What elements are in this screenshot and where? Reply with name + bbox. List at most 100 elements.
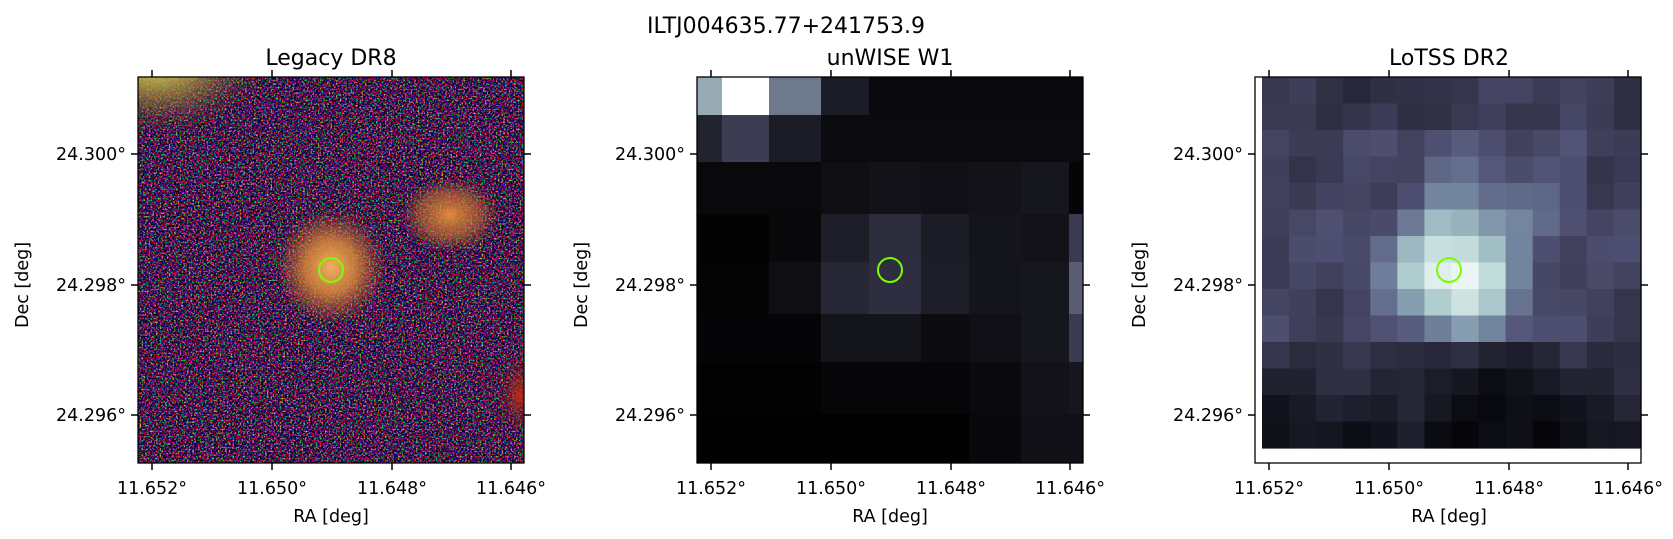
radio-map-pixel <box>1289 183 1317 211</box>
radio-map-pixel <box>1424 395 1453 423</box>
radio-map-pixel <box>1613 368 1642 396</box>
radio-map-pixel <box>1559 315 1588 343</box>
radio-map-pixel <box>1370 156 1398 184</box>
radio-map-pixel <box>1262 103 1290 131</box>
radio-map-pixel <box>1451 156 1480 184</box>
radio-map-pixel <box>1397 368 1426 396</box>
radio-map-pixel <box>1316 236 1344 264</box>
radio-map-pixel <box>1262 262 1290 290</box>
radio-map-pixel <box>1613 183 1642 211</box>
axes-frame <box>137 76 525 464</box>
radio-map-pixel <box>1451 209 1480 237</box>
radio-map-pixel <box>1451 421 1480 449</box>
radio-map-pixel <box>1397 236 1426 264</box>
y-tick-label: 24.300° <box>56 145 126 165</box>
radio-map-pixel <box>1478 156 1507 184</box>
radio-map-pixel <box>1505 315 1534 343</box>
axes-frame <box>696 76 1084 464</box>
x-tick-label: 11.652° <box>676 479 746 499</box>
y-tick-label: 24.300° <box>1173 145 1243 165</box>
radio-map-pixel <box>1505 421 1534 449</box>
cutout-image <box>1255 77 1642 463</box>
radio-map-pixel <box>1397 421 1426 449</box>
radio-map-pixel <box>1397 342 1426 370</box>
radio-map-pixel <box>1586 183 1615 211</box>
panel-unwise-w1: unWISE W1 <box>572 46 1105 527</box>
radio-map-pixel <box>1262 342 1290 370</box>
radio-map-pixel <box>1262 368 1290 396</box>
radio-map-pixel <box>1451 77 1480 105</box>
radio-map-pixel <box>1424 156 1453 184</box>
radio-map-pixel <box>1505 103 1534 131</box>
radio-map-pixel <box>1478 103 1507 131</box>
radio-map-pixel <box>1559 77 1588 105</box>
right-edge-source-blob <box>498 355 524 435</box>
radio-map-pixel <box>1397 262 1426 290</box>
y-axis-label: Dec [deg] <box>1130 242 1150 328</box>
radio-map-pixel <box>1532 262 1561 290</box>
radio-map-pixel <box>1532 103 1561 131</box>
radio-map-pixel <box>1370 262 1398 290</box>
radio-map-pixel <box>1478 342 1507 370</box>
target-marker <box>1436 257 1462 283</box>
radio-map-pixel <box>1262 315 1290 343</box>
radio-map-pixel <box>1559 368 1588 396</box>
radio-map-pixel <box>1316 395 1344 423</box>
radio-map-pixel <box>1343 342 1371 370</box>
radio-map-pixel <box>1262 289 1290 317</box>
radio-map-pixel <box>1370 209 1398 237</box>
companion-galaxy-blob <box>400 177 500 253</box>
radio-map-pixel <box>1532 421 1561 449</box>
radio-map-pixel <box>1532 77 1561 105</box>
radio-map-pixel <box>1559 183 1588 211</box>
radio-map-pixel <box>1613 236 1642 264</box>
radio-map-pixel <box>1532 130 1561 158</box>
radio-map-pixel <box>1559 209 1588 237</box>
y-tick-label: 24.300° <box>615 145 685 165</box>
radio-map-pixel <box>1289 130 1317 158</box>
radio-map-pixel <box>1586 236 1615 264</box>
radio-map-pixel <box>1505 395 1534 423</box>
radio-map-pixel <box>1613 342 1642 370</box>
radio-map-pixel <box>1505 156 1534 184</box>
radio-map-pixel <box>1370 395 1398 423</box>
radio-map-pixel <box>1316 156 1344 184</box>
radio-map-pixel <box>1532 289 1561 317</box>
x-tick-label: 11.648° <box>916 479 986 499</box>
radio-map-pixel <box>1586 315 1615 343</box>
radio-map-pixel <box>1343 130 1371 158</box>
radio-map-pixel <box>1397 156 1426 184</box>
radio-map-pixel <box>1343 103 1371 131</box>
radio-map-pixel <box>1613 289 1642 317</box>
radio-map-pixel <box>1316 421 1344 449</box>
radio-map-pixel <box>1343 315 1371 343</box>
radio-map-pixel <box>1289 368 1317 396</box>
radio-map-pixel <box>1397 130 1426 158</box>
radio-map-pixel <box>1532 368 1561 396</box>
radio-map-pixel <box>1424 209 1453 237</box>
radio-map-pixel <box>1559 289 1588 317</box>
radio-map-pixel <box>1370 368 1398 396</box>
radio-map-pixel <box>1505 368 1534 396</box>
ticks <box>1248 70 1648 470</box>
radio-map-pixel <box>1559 395 1588 423</box>
radio-map-pixel <box>1424 315 1453 343</box>
y-tick-label: 24.296° <box>615 406 685 426</box>
radio-map-pixel <box>1289 156 1317 184</box>
radio-map-pixel <box>1262 421 1290 449</box>
radio-map-pixel <box>1586 209 1615 237</box>
radio-map-pixel <box>1451 315 1480 343</box>
radio-map-pixel <box>1451 130 1480 158</box>
radio-map-pixel <box>1343 421 1371 449</box>
radio-map-pixel <box>1316 130 1344 158</box>
radio-map-pixel <box>1316 289 1344 317</box>
radio-map-pixel <box>1586 342 1615 370</box>
radio-map-pixel <box>1586 395 1615 423</box>
y-tick-label: 24.298° <box>615 276 685 296</box>
radio-map-pixel <box>1424 130 1453 158</box>
radio-map-pixel <box>1532 183 1561 211</box>
radio-map-pixel <box>1424 77 1453 105</box>
radio-map-pixel <box>1262 77 1290 105</box>
radio-map-pixel <box>1424 421 1453 449</box>
radio-map-pixel <box>1559 342 1588 370</box>
